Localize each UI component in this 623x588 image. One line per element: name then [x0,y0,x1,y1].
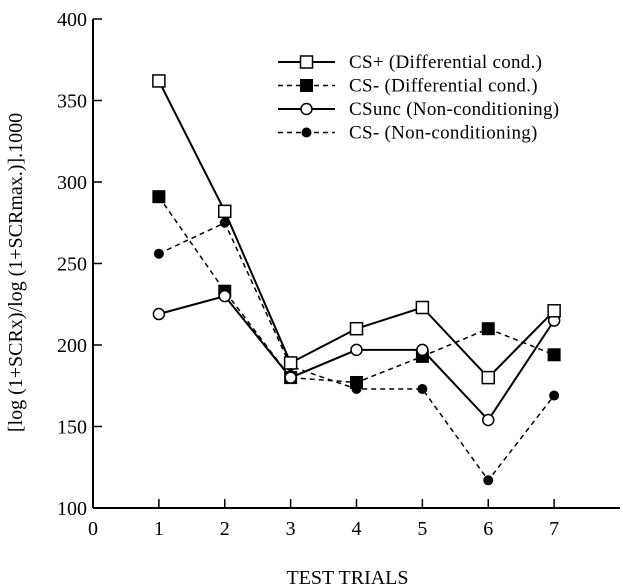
x-axis-title: TEST TRIALS [286,567,408,588]
y-tick-label: 350 [57,91,87,113]
series-2-point [153,191,165,203]
x-tick-label: 5 [417,518,427,540]
series-3 [153,291,559,426]
series-4-point [154,249,163,258]
series-4-point [418,385,427,394]
x-tick-label: 3 [286,518,296,540]
y-tick-label: 200 [57,335,87,357]
y-axis-title: [log (1+SCRx)/log (1+SCRmax.)].1000 [5,113,27,432]
legend-label: CSunc (Non-conditioning) [349,99,559,120]
legend-label: CS- (Differential cond.) [349,76,538,97]
legend-marker [301,80,313,92]
legend-marker [301,56,313,68]
legend-item-4: CS- (Non-conditioning) [278,123,538,144]
series-2-point [548,349,560,361]
y-tick-label: 250 [57,254,87,276]
series-2 [153,191,560,389]
series-3-point [219,291,230,302]
x-tick-label: 2 [220,518,230,540]
series-1-point [416,302,428,314]
series-4-point [550,391,559,400]
series-1-point [285,357,297,369]
legend-item-2: CS- (Differential cond.) [278,76,538,97]
legend-label: CS- (Non-conditioning) [349,123,538,144]
series-3-point [351,344,362,355]
x-tick-label: 6 [483,518,493,540]
series-3-point [285,372,296,383]
series-3-point [483,414,494,425]
series-3-line [159,296,554,420]
legend: CS+ (Differential cond.) CS- (Differentia… [278,52,559,144]
y-tick-label: 100 [57,498,87,520]
series-1 [153,75,560,384]
series-1-point [153,75,165,87]
series-1-point [351,323,363,335]
x-tick-label: 4 [352,518,362,540]
legend-marker [302,128,311,137]
legend-item-1: CS+ (Differential cond.) [278,52,542,73]
series-3-point [153,309,164,320]
legend-label: CS+ (Differential cond.) [349,52,542,73]
series-4-point [484,476,493,485]
legend-marker [301,104,312,115]
series-1-point [482,372,494,384]
x-tick-label: 1 [154,518,164,540]
series-2-point [482,323,494,335]
series-1-point [548,305,560,317]
legend-item-3: CSunc (Non-conditioning) [278,99,559,120]
y-tick-label: 150 [57,417,87,439]
y-tick-label: 300 [57,172,87,194]
x-tick-label: 0 [88,518,98,540]
series-3-point [417,344,428,355]
y-tick-label: 400 [57,9,87,31]
series-1-point [219,205,231,217]
x-tick-label: 7 [549,518,559,540]
series-2-point [351,376,363,388]
